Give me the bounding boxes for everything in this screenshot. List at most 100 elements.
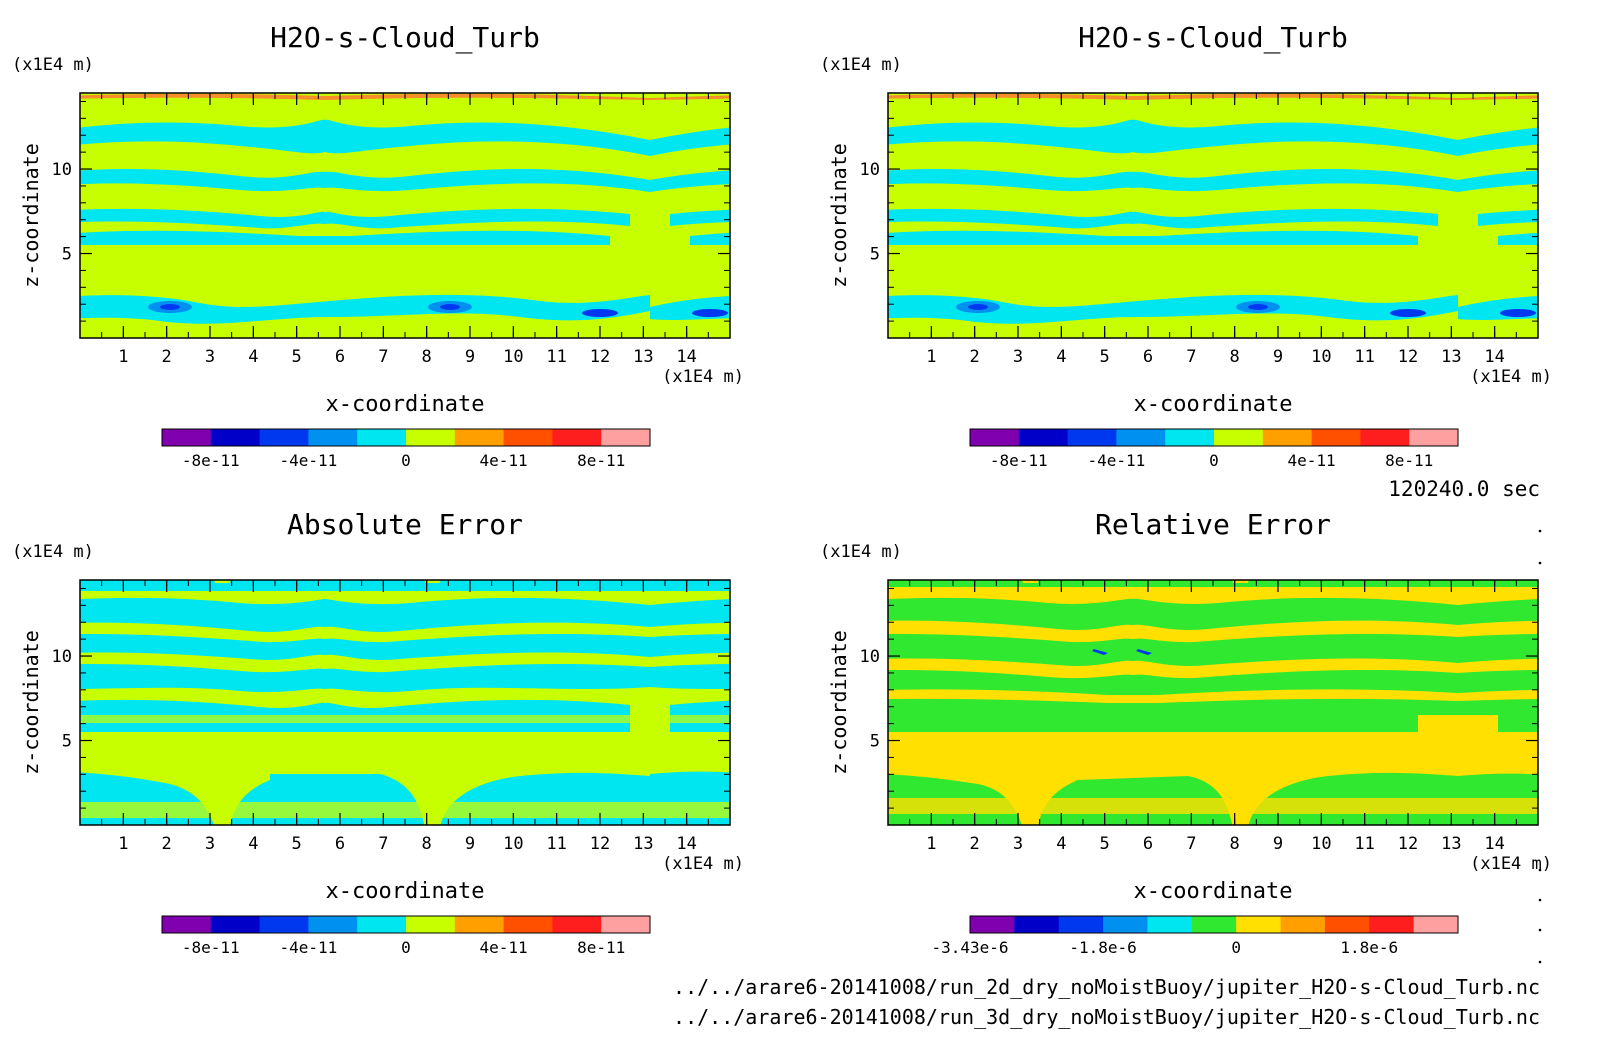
x-unit-label: (x1E4 m): [1470, 367, 1552, 387]
colorbar-frame: [969, 915, 1459, 934]
colorbar-swatch: [454, 429, 505, 446]
y-axis-label: z-coordinate: [827, 143, 851, 288]
x-tick-label: 5: [292, 347, 302, 367]
x-tick-label: 3: [1013, 834, 1023, 854]
colorbar-tick-label: 4e-11: [1288, 451, 1336, 470]
colorbar-swatch: [308, 916, 358, 933]
colorbar-swatch: [970, 916, 1015, 933]
x-tick-label: 14: [1484, 834, 1504, 854]
panel-top-right: H2O-s-Cloud_Turb(x1E4 m)(x1E4 m)1 2 3 4 5 6 7 8…: [820, 21, 1552, 470]
colorbar-swatch: [162, 429, 212, 446]
colorbar-swatch: [357, 916, 407, 933]
x-tick-label: 12: [1398, 347, 1418, 367]
colorbar-swatch: [1236, 916, 1282, 933]
panel-title: Absolute Error: [287, 508, 523, 541]
y-tick-label: 5: [870, 732, 880, 752]
y-tick-label: 10: [860, 647, 880, 667]
x-tick-label: 3: [205, 834, 215, 854]
x-tick-label: 1: [926, 834, 936, 854]
contour-field: [888, 580, 1538, 825]
x-tick-label: 8: [1230, 834, 1240, 854]
colorbar-tick-label: -1.8e-6: [1069, 938, 1136, 957]
edge-dots: [1538, 529, 1542, 964]
x-tick-label: 10: [503, 834, 523, 854]
x-tick-label: 10: [1311, 347, 1331, 367]
colorbar-swatch: [1147, 916, 1193, 933]
colorbar-swatch: [1067, 429, 1117, 446]
x-tick-label: 2: [162, 347, 172, 367]
x-tick-label: 1: [118, 834, 128, 854]
x-tick-label: 13: [633, 834, 653, 854]
colorbar-swatch: [1116, 429, 1166, 446]
x-tick-label: 4: [248, 347, 258, 367]
x-tick-label: 4: [248, 834, 258, 854]
x-tick-label: 14: [1484, 347, 1504, 367]
x-tick-label: 9: [1273, 347, 1283, 367]
colorbar-swatch: [1103, 916, 1148, 933]
x-tick-label: 7: [1186, 834, 1196, 854]
colorbar-tick-label: 8e-11: [577, 451, 625, 470]
y-axis-label: z-coordinate: [827, 630, 851, 775]
x-tick-label: 6: [335, 834, 345, 854]
colorbar-frame: [969, 428, 1459, 447]
colorbar-frame: [161, 915, 651, 934]
colorbar-tick-label: 0: [401, 451, 411, 470]
contour-field: [888, 93, 1538, 338]
x-tick-label: 5: [1100, 834, 1110, 854]
y-unit-label: (x1E4 m): [12, 55, 94, 75]
y-tick-label: 5: [870, 245, 880, 265]
colorbar-swatch: [357, 429, 407, 446]
x-tick-label: 5: [1100, 347, 1110, 367]
colorbar-tick-label: 1.8e-6: [1340, 938, 1398, 957]
x-tick-label: 14: [676, 347, 696, 367]
x-tick-label: 13: [633, 347, 653, 367]
colorbar-swatch: [1311, 429, 1361, 446]
colorbar-tick-label: -8e-11: [182, 938, 240, 957]
colorbar-swatch: [162, 916, 212, 933]
x-tick-label: 2: [162, 834, 172, 854]
colorbar-swatch: [552, 916, 602, 933]
x-tick-label: 3: [1013, 347, 1023, 367]
colorbar-swatch: [406, 429, 456, 446]
contour-field: [80, 580, 730, 825]
colorbar-tick-label: 0: [1231, 938, 1241, 957]
x-unit-label: (x1E4 m): [662, 854, 744, 874]
x-unit-label: (x1E4 m): [662, 367, 744, 387]
colorbar-swatch: [1014, 916, 1060, 933]
contour-field: [80, 93, 730, 338]
x-tick-label: 8: [1230, 347, 1240, 367]
x-tick-label: 9: [1273, 834, 1283, 854]
y-axis-label: z-coordinate: [19, 143, 43, 288]
x-tick-label: 2: [970, 834, 980, 854]
x-tick-label: 10: [503, 347, 523, 367]
colorbar-swatch: [259, 916, 309, 933]
colorbar-swatch: [1058, 916, 1104, 933]
x-tick-label: 4: [1056, 834, 1066, 854]
file-path-2: ../../arare6-20141008/run_3d_dry_noMoist…: [673, 1005, 1540, 1029]
x-tick-label: 12: [590, 347, 610, 367]
x-tick-label: 13: [1441, 347, 1461, 367]
x-tick-label: 5: [292, 834, 302, 854]
x-tick-label: 6: [1143, 834, 1153, 854]
colorbar-tick-label: 4e-11: [480, 938, 528, 957]
x-tick-label: 6: [1143, 347, 1153, 367]
y-tick-label: 5: [62, 245, 72, 265]
colorbar-swatch: [454, 916, 505, 933]
y-unit-label: (x1E4 m): [12, 542, 94, 562]
panel-bottom-right: Relative Error(x1E4 m)(x1E4 m)1 2 3 4 5 6 7 8 9 1…: [820, 508, 1552, 957]
colorbar-swatch: [1280, 916, 1326, 933]
x-tick-label: 9: [465, 347, 475, 367]
colorbar-tick-label: -8e-11: [990, 451, 1048, 470]
colorbar-swatch: [601, 429, 651, 446]
colorbar-swatch: [1018, 429, 1069, 446]
x-tick-label: 2: [970, 347, 980, 367]
x-tick-label: 11: [1354, 347, 1374, 367]
panel-top-left: H2O-s-Cloud_Turb(x1E4 m)(x1E4 m)1 2 3 4 5 6 7 8…: [12, 21, 744, 470]
colorbar-tick-label: -8e-11: [182, 451, 240, 470]
x-tick-label: 9: [465, 834, 475, 854]
y-tick-label: 10: [860, 160, 880, 180]
colorbar-tick-label: -3.43e-6: [931, 938, 1008, 957]
colorbar-swatch: [1324, 916, 1370, 933]
colorbar-swatch: [1413, 916, 1459, 933]
